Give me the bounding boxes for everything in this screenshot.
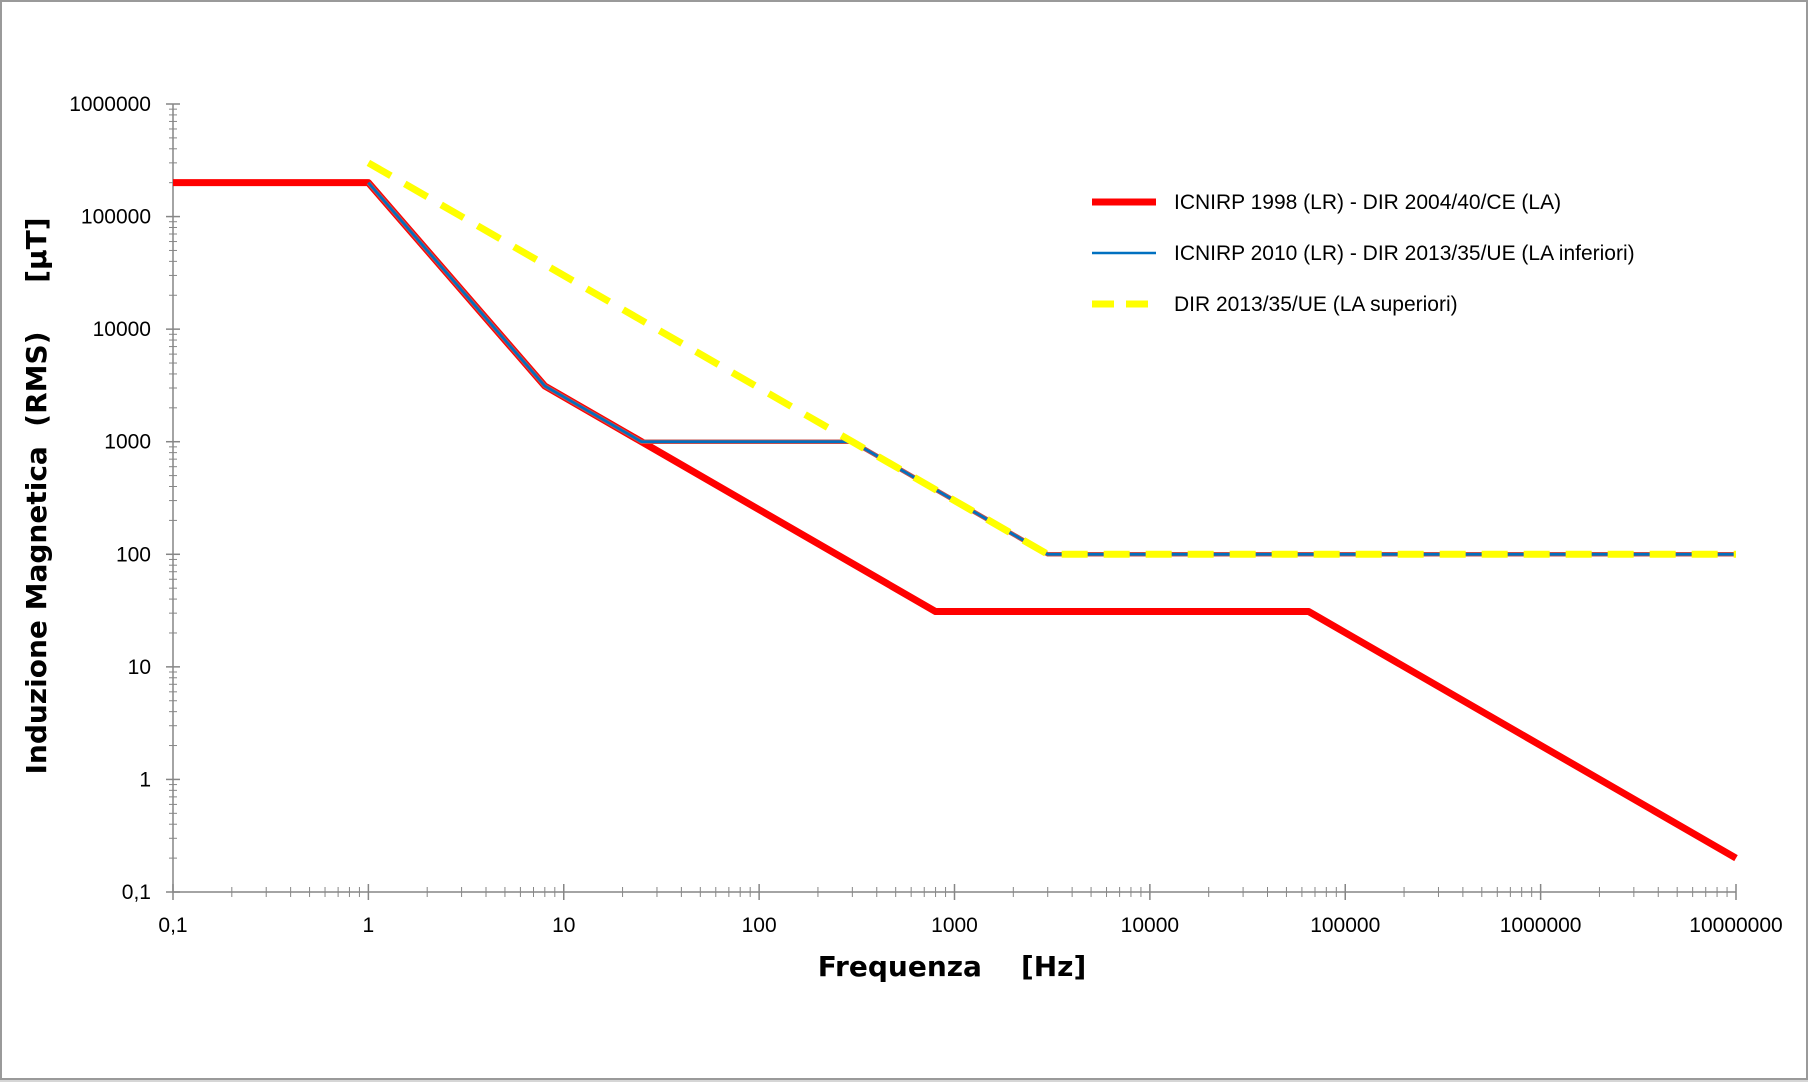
series-2-line [368,183,1736,555]
x-tick-label: 1000 [931,914,978,937]
x-tick-label: 100 [742,914,777,937]
series-layer [173,163,1736,858]
x-tick-label: 10 [552,914,575,937]
series-1 [173,183,1736,859]
series-2-outline [368,183,1736,555]
y-tick-label: 100 [116,543,151,566]
x-tick-label: 10000000 [1689,914,1782,937]
legend-label: ICNIRP 2010 (LR) - DIR 2013/35/UE (LA in… [1174,242,1635,265]
x-tick-label: 0,1 [158,914,187,937]
y-tick-label: 0,1 [122,881,151,904]
legend: ICNIRP 1998 (LR) - DIR 2004/40/CE (LA) IC… [1092,191,1635,316]
y-tick-label: 100000 [81,206,151,229]
x-tick-label: 10000 [1121,914,1179,937]
y-axis-title: Induzione Magnetica (RMS) [µT] [20,217,53,774]
legend-entry: ICNIRP 1998 (LR) - DIR 2004/40/CE (LA) [1092,191,1561,214]
x-axis-title: Frequenza [Hz] [818,950,1087,983]
y-tick-label: 10000 [93,318,151,341]
legend-entry: DIR 2013/35/UE (LA superiori) [1092,293,1458,316]
x-tick-label: 100000 [1310,914,1380,937]
y-tick-label: 1000000 [69,93,151,116]
series-1-line [173,183,1736,858]
series-3 [368,163,1736,555]
y-tick-label: 10 [128,656,151,679]
legend-entry: ICNIRP 2010 (LR) - DIR 2013/35/UE (LA in… [1092,242,1635,265]
y-tick-label: 1000 [104,431,151,454]
x-tick-label: 1 [363,914,375,937]
x-tick-label: 1000000 [1500,914,1582,937]
legend-label: ICNIRP 1998 (LR) - DIR 2004/40/CE (LA) [1174,191,1561,214]
y-tick-label: 1 [139,768,151,791]
axes: 0,1 1 10 100 1000 10000 100000 1000000 0,1 1 10 100… [69,93,1782,937]
legend-label: DIR 2013/35/UE (LA superiori) [1174,293,1458,316]
series-3-line [368,163,1736,554]
series-2 [368,183,1736,555]
